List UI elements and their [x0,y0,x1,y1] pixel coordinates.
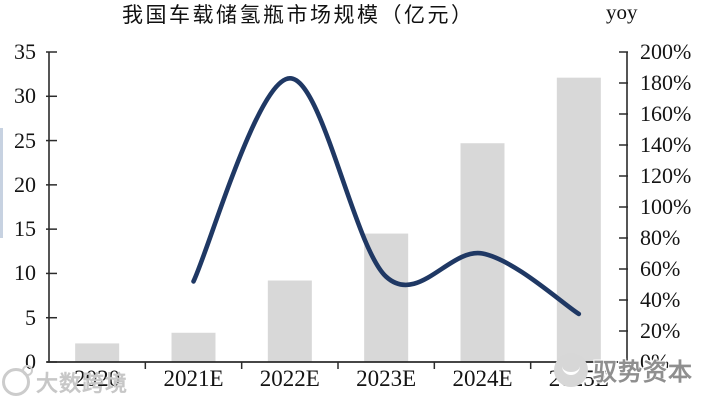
legend-market-size-label: 我国车载储氢瓶市场规模（亿元） [122,3,475,27]
left-axis-label-15: 15 [14,216,36,242]
legend-yoy-label: yoy [606,0,638,24]
x-axis-label-2021E: 2021E [163,366,224,391]
right-axis-label-120%: 120% [640,163,692,188]
x-axis-label-2022E: 2022E [259,366,320,391]
yoy-line [191,76,582,317]
watermark-left-logo-icon [2,365,33,396]
left-axis-label-30: 30 [14,83,36,109]
right-axis-label-40%: 40% [640,287,681,312]
left-axis-label-0: 0 [25,349,36,374]
watermark-left: 大数跨境 [2,365,129,398]
right-axis-label-60%: 60% [640,256,681,281]
x-axis-label-2023E: 2023E [356,366,417,391]
right-axis-label-80%: 80% [640,225,681,250]
x-axis-label-2024E: 2024E [452,366,513,391]
screenshot-edge-artifact [0,128,3,238]
right-axis-label-0%: 0% [640,349,670,374]
watermark-right-logo-icon [554,352,588,387]
left-axis-label-10: 10 [14,260,36,286]
right-axis-label-180%: 180% [640,70,692,95]
bar-2021E [171,332,216,362]
bar-2022E [267,280,312,362]
left-axis-label-25: 25 [14,127,36,153]
right-axis-label-20%: 20% [640,318,681,343]
left-axis-label-20: 20 [14,171,36,197]
right-axis-label-160%: 160% [640,101,692,126]
bar-2020 [75,343,120,362]
left-axis-label-35: 35 [14,39,36,64]
left-axis-label-5: 5 [25,304,36,330]
watermark-left-text: 大数跨境 [36,371,129,396]
right-axis-label-200%: 200% [640,39,692,64]
watermark-right-text: 驭势资本 [593,360,693,386]
right-axis-label-140%: 140% [640,132,692,157]
x-axis-label-2020: 2020 [74,366,121,391]
watermark-right: 驭势资本 [554,352,693,387]
right-axis-label-100%: 100% [640,194,692,219]
